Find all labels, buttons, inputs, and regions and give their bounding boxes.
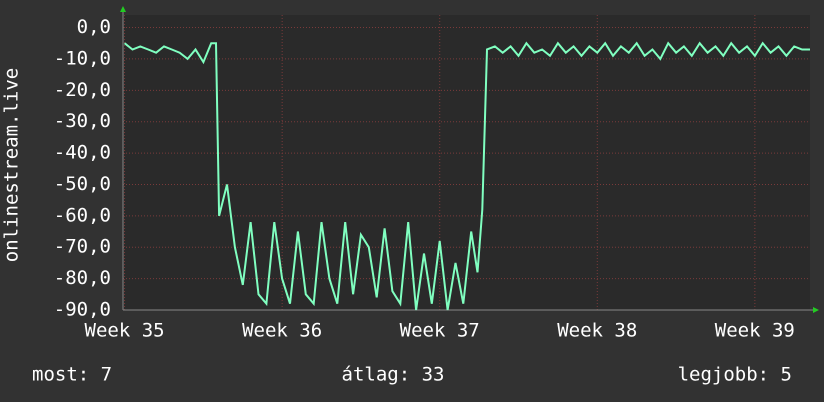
stat-now: most: 7 bbox=[32, 364, 112, 386]
x-tick-label: Week 38 bbox=[557, 320, 637, 342]
y-tick-label: 0,0 bbox=[77, 16, 111, 38]
y-tick-label: -30,0 bbox=[54, 110, 111, 132]
stat-best: legjobb: 5 bbox=[678, 364, 792, 386]
y-tick-label: -40,0 bbox=[54, 142, 111, 164]
y-tick-label: -60,0 bbox=[54, 204, 111, 226]
y-tick-label: -70,0 bbox=[54, 236, 111, 258]
y-tick-label: -20,0 bbox=[54, 79, 111, 101]
data-line bbox=[123, 41, 810, 311]
x-tick-label: Week 37 bbox=[400, 320, 480, 342]
y-tick-label: -10,0 bbox=[54, 47, 111, 69]
x-tick-label: Week 36 bbox=[242, 320, 322, 342]
y-tick-label: -50,0 bbox=[54, 173, 111, 195]
y-arrow bbox=[120, 6, 126, 12]
y-tick-label: -90,0 bbox=[54, 299, 111, 321]
x-arrow bbox=[813, 307, 819, 313]
x-tick-label: Week 39 bbox=[715, 320, 795, 342]
y-axis-label: onlinestream.live bbox=[1, 68, 23, 262]
stat-average: átlag: 33 bbox=[342, 364, 445, 386]
y-tick-label: -80,0 bbox=[54, 267, 111, 289]
x-tick-label: Week 35 bbox=[85, 320, 165, 342]
